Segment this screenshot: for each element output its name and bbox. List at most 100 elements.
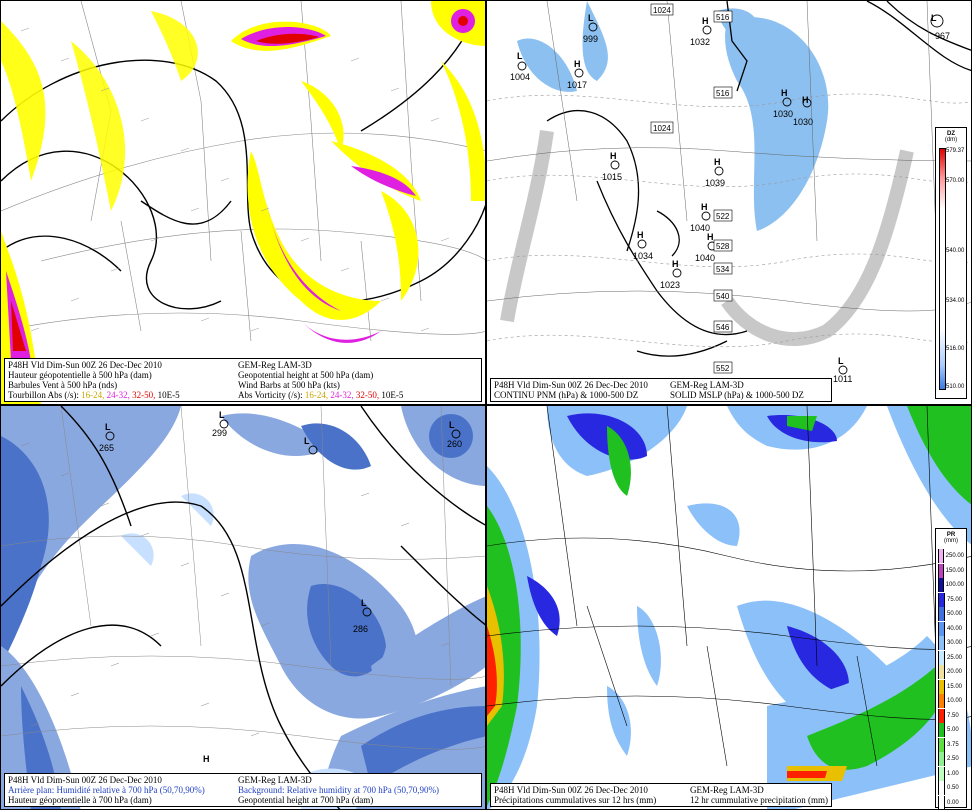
field-fr: Précipitations cummulatives sur 12 hrs (… [494,795,657,805]
mslp-map: L 999 L 1004 H 1017 L 967 H 1032 H 1030 … [487,1,971,384]
box-1024a: 1024 [653,6,671,15]
map-boundaries [487,1,971,312]
pressure-centers [105,419,461,617]
box-522: 522 [716,212,730,221]
run-info: P48H Vld Dim-Sun 00Z 26 Dec-Dec 2010 [8,775,162,785]
legend-swatch [938,636,945,651]
legend-row: 3.75 [938,737,964,753]
legend-label: 5.00 [947,727,959,734]
low-value-999: 999 [583,34,598,44]
legend-row: 50.00 [938,607,964,622]
legend-row: 15.00 [938,679,964,695]
box-546: 546 [716,323,730,332]
model-name: GEM-Reg LAM-3D [690,785,764,795]
barbs-en: Wind Barbs at 500 hPa (kts) [238,380,340,390]
humidity-shading [1,406,485,809]
pressure-centers [517,14,944,375]
low-value-967: 967 [935,31,950,41]
legend-swatch [938,592,945,607]
field-en: Geopotential height at 700 hPa (dam) [238,795,374,805]
legend-swatch [938,766,945,781]
legend-swatch [938,621,945,636]
low-symbol-967: L [931,13,937,23]
precipitation-shading [487,406,971,809]
run-info: P48H Vld Dim-Sun 00Z 26 Dec-Dec 2010 [494,785,648,795]
box-528: 528 [716,242,730,251]
low-value-265: 265 [99,443,114,453]
range-2: 24-32, [106,390,130,400]
run-info: P48H Vld Dim-Sun 00Z 26 Dec-Dec 2010 [494,380,648,390]
low-value-299: 299 [212,428,227,438]
humidity-map: L 265 L 299 L 260 L 286 L H [1,406,485,809]
box-552: 552 [716,364,730,373]
legend-label-510: 510.00 [946,384,965,390]
legend-swatch [938,795,945,809]
background-en: Background: Relative humidity at 700 hPa… [238,785,439,795]
field-en: 12 hr cummulative precipitation (mm) [690,795,828,805]
high-symbol-1040b: H [707,232,714,242]
low-symbol-265: L [105,422,111,432]
model-name: GEM-Reg LAM-3D [238,775,312,785]
high-value-1030b: 1030 [793,117,813,127]
high-symbol-1040a: H [701,202,708,212]
panel-500hpa-vorticity: P48H Vld Dim-Sun 00Z 26 Dec-Dec 2010 GEM-… [0,0,486,405]
legend-label: 3.75 [947,741,959,748]
box-534: 534 [716,265,730,274]
model-name: GEM-Reg LAM-3D [238,360,312,370]
legend-swatch [938,549,944,564]
high-value-1040a: 1040 [690,223,710,233]
center-labels: L 265 L 299 L 260 L 286 L H [99,410,462,764]
legend-row: 0.50 [938,781,964,796]
legend-swatch [938,737,945,752]
precip-legend: PR (mm) 250.00 150.00 100.00 75.00 50.00 40.0… [935,528,967,809]
low-value-286: 286 [353,624,368,634]
legend-row: 30.00 [938,636,964,651]
legend-swatch [938,723,945,738]
legend-scale: 250.00 150.00 100.00 75.00 50.00 40.00 30.00 25… [938,549,964,809]
legend-label: 1.00 [947,770,959,777]
low-symbol-1011: L [838,356,844,366]
legend-row: 250.00 [938,549,964,564]
high-symbol-south: H [203,754,210,764]
range-unit: 10E-5 [157,390,180,400]
field-en: SOLID MSLP (hPa) & 1000-500 DZ [670,390,804,400]
legend-swatch [938,679,945,694]
high-value-1023: 1023 [660,280,680,290]
high-value-1015: 1015 [602,172,622,182]
legend-label: 10.00 [947,698,963,705]
legend-label: 75.00 [947,596,963,603]
legend-label-516: 516.00 [946,346,965,352]
legend-swatch [938,708,945,723]
vort-en-label: Abs Vorticity (/s): [238,390,303,400]
range-1-en: 16-24, [304,390,329,400]
legend-row: 0.00 [938,795,964,809]
legend-row: 20.00 [938,665,964,680]
panel-700hpa-humidity: L 265 L 299 L 260 L 286 L H P48H Vld Dim… [0,405,486,810]
legend-row: 100.00 [938,578,964,593]
low-value-1011: 1011 [833,374,852,384]
field-fr: CONTINU PNM (hPa) & 1000-500 DZ [494,390,639,400]
field-fr: Hauteur géopotentielle à 500 hPa (dam) [8,370,152,380]
low-symbol-unlabeled: L [304,436,310,446]
legend-label: 2.50 [947,756,959,763]
thickness-boxes: 1024 516 516 1024 522 528 534 540 546 55… [650,3,733,374]
legend-row: 2.50 [938,752,964,767]
legend-label: 40.00 [947,625,963,632]
legend-label: 25.00 [947,654,963,661]
box-516a: 516 [716,13,730,22]
legend-label: 20.00 [947,669,963,676]
legend-unit: (mm) [944,538,958,544]
precipitation-map [487,406,971,809]
range-3: 32-50, [132,390,156,400]
high-value-1017: 1017 [567,80,587,90]
legend-colorbar [939,148,946,390]
legend-label-579: 579.37 [946,148,965,154]
high-value-1030a: 1030 [773,109,793,119]
center-labels: L 999 L 1004 H 1017 L 967 H 1032 H 1030 … [510,13,950,384]
high-symbol-1030a: H [781,88,788,98]
map-boundaries [487,406,971,767]
legend-label: 250.00 [945,553,964,560]
legend-row: 150.00 [938,563,964,579]
legend-row: 5.00 [938,723,964,738]
vort-fr-label: Tourbillon Abs (/s): [8,390,79,400]
